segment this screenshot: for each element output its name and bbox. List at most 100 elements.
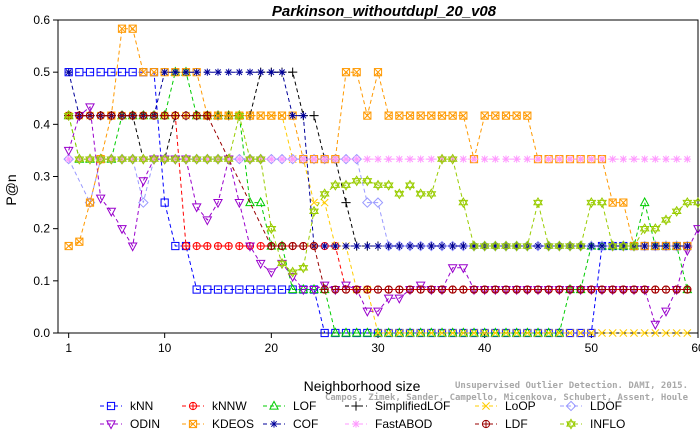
data-point-inflo [213, 153, 223, 165]
series-line-loop [68, 115, 688, 334]
data-point-ldof [84, 197, 96, 208]
data-point-ldf [139, 111, 148, 120]
data-point-cof [331, 242, 339, 250]
data-point-fastabod [513, 155, 521, 163]
data-point-loop [662, 329, 670, 337]
data-point-ldf [512, 285, 521, 294]
data-point-inflo [170, 156, 181, 165]
data-point-knnw [256, 241, 265, 251]
data-point-loop [523, 329, 532, 337]
data-point-cof [534, 242, 542, 250]
data-point-cof [267, 68, 275, 76]
data-point-cof [161, 68, 169, 76]
data-point-loop [448, 329, 457, 337]
data-point-kdeos [427, 111, 436, 120]
data-point-fastabod [321, 155, 329, 163]
data-point-kdeos [491, 111, 500, 120]
data-point-ldf [587, 285, 595, 294]
data-point-inflo [533, 199, 543, 209]
legend-label-fastabod: FastABOD [375, 417, 433, 431]
data-point-kdeos [278, 111, 286, 120]
data-point-knnw [235, 242, 243, 250]
data-point-inflo [298, 262, 309, 271]
data-point-inflo [245, 153, 255, 162]
data-point-fastabod [619, 155, 627, 163]
data-point-ldof [639, 240, 650, 252]
data-point-lof [298, 283, 309, 294]
data-point-knn [256, 285, 265, 294]
data-point-lof [437, 327, 447, 337]
data-point-lof [469, 327, 479, 337]
series-inflo [63, 110, 700, 278]
data-point-kdeos [117, 24, 127, 33]
data-point-inflo [255, 153, 266, 162]
data-point-loop [555, 329, 564, 337]
data-point-inflo [597, 199, 607, 209]
data-point-inflo [138, 153, 149, 162]
data-point-cof [363, 242, 371, 250]
data-point-fastabod [651, 155, 659, 163]
data-point-lof [255, 196, 266, 207]
data-point-ldf [405, 285, 415, 294]
data-point-ldf [288, 241, 297, 251]
data-point-inflo [191, 156, 202, 165]
data-point-knn [128, 68, 137, 77]
legend-item-loop: LoOP [475, 399, 536, 413]
data-point-cof [214, 68, 222, 76]
data-point-kdeos [448, 111, 457, 120]
data-point-cof [683, 242, 691, 250]
data-point-ldf [501, 285, 511, 294]
data-point-inflo [479, 240, 490, 252]
data-point-inflo [586, 197, 597, 206]
data-point-ldf [86, 112, 94, 120]
data-point-odin [138, 177, 149, 187]
legend-item-ldof: LDOF [560, 399, 622, 413]
data-point-inflo [117, 156, 127, 165]
data-point-ldof [308, 153, 320, 165]
data-point-fastabod [587, 155, 595, 163]
data-point-knn [235, 285, 244, 294]
data-point-cof [534, 242, 542, 250]
data-point-odin [255, 259, 266, 270]
data-point-ldof [660, 240, 672, 252]
data-point-inflo [426, 188, 437, 197]
data-point-cof [374, 242, 382, 250]
data-point-kdeos [608, 198, 617, 207]
data-point-knnw [192, 241, 201, 251]
data-point-loop [555, 329, 564, 337]
data-point-ldf [438, 285, 446, 294]
data-point-cof [65, 68, 73, 76]
data-point-odin [415, 281, 426, 291]
data-point-fastabod [310, 155, 318, 163]
data-point-cof [555, 242, 563, 250]
data-point-fastabod [225, 155, 233, 163]
y-tick-label: 0.5 [33, 65, 50, 79]
data-point-inflo [213, 156, 223, 165]
data-point-cof [353, 242, 361, 250]
data-point-fastabod [278, 155, 286, 163]
data-point-inflo [213, 153, 223, 162]
data-point-loop [438, 329, 446, 337]
data-point-kdeos [85, 198, 95, 207]
data-point-lof [543, 327, 554, 337]
data-point-fastabod [225, 155, 233, 163]
data-point-ldf [85, 111, 95, 120]
data-point-ldf [416, 285, 425, 294]
data-point-kdeos [246, 111, 254, 120]
data-point-odin [362, 307, 373, 317]
x-tick-label: 50 [585, 341, 599, 355]
legend-marker-cof [270, 420, 278, 428]
data-point-ldf [619, 285, 628, 294]
chart-title: Parkinson_withoutdupl_20_v08 [272, 3, 497, 20]
data-point-lof [511, 327, 522, 337]
x-axis-label: Neighborhood size [304, 378, 421, 394]
data-point-cof [470, 242, 478, 250]
data-point-ldf [469, 285, 479, 294]
data-point-inflo [202, 156, 213, 165]
data-point-ldof [415, 240, 426, 252]
data-point-odin [117, 225, 127, 235]
data-point-inflo [458, 199, 469, 209]
data-point-odin [106, 207, 117, 217]
data-point-kdeos [139, 68, 148, 77]
data-point-fastabod [342, 155, 350, 163]
